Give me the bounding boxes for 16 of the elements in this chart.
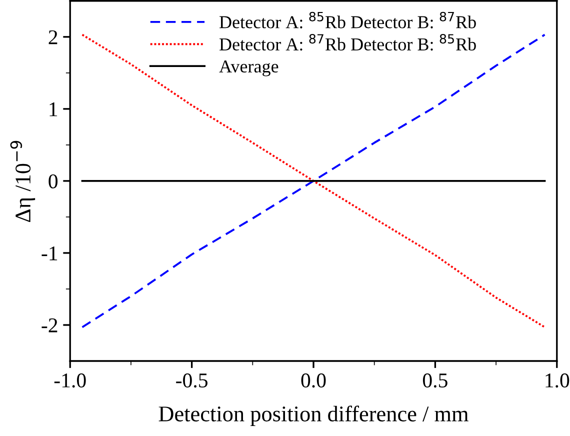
y-tick-label: 2 <box>48 30 58 44</box>
x-tick-label: -0.5 <box>176 373 208 388</box>
y-tick-label: 1 <box>50 102 58 116</box>
x-tick-label: 1.0 <box>546 373 570 388</box>
x-tick-label: -1.0 <box>54 373 86 388</box>
legend-label: Detector A: $^{87}$Rb Detector B: $^{85}$Rb <box>220 34 476 51</box>
x-tick-label: 0.5 <box>422 373 448 388</box>
legend-label: Detector A: $^{85}$Rb Detector B: $^{87}$Rb <box>220 12 476 28</box>
y-tick-label: 0 <box>48 174 58 188</box>
y-tick-label: -2 <box>42 318 58 332</box>
legend-label: Average <box>219 60 278 76</box>
line-series <box>81 34 546 328</box>
y-axis-title: Δη /10$^{−9}$ <box>10 140 36 222</box>
y-tick-label: -1 <box>42 246 58 260</box>
x-tick-label: 0.0 <box>301 373 326 388</box>
x-axis-title: Detection position difference / mm <box>158 406 468 426</box>
